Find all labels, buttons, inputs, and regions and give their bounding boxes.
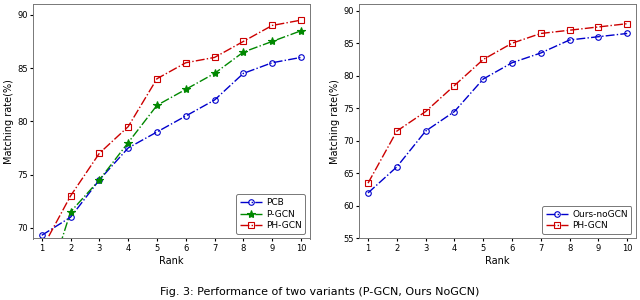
P-GCN [268, 40, 276, 43]
P-GCN [124, 141, 132, 144]
PH-GCN [566, 28, 573, 32]
Ours-noGCN [537, 51, 545, 55]
PH-GCN [422, 110, 429, 113]
X-axis label: Rank: Rank [159, 256, 184, 266]
Ours-noGCN [566, 38, 573, 42]
PCB [67, 215, 74, 219]
Line: PH-GCN: PH-GCN [39, 17, 304, 252]
Ours-noGCN [364, 191, 372, 195]
Line: P-GCN: P-GCN [38, 27, 305, 300]
PCB [124, 146, 132, 150]
P-GCN [67, 210, 74, 214]
PH-GCN [297, 18, 305, 22]
PCB [239, 72, 247, 75]
Ours-noGCN [508, 61, 516, 64]
PH-GCN [479, 58, 487, 61]
PCB [268, 61, 276, 64]
P-GCN [153, 103, 161, 107]
Ours-noGCN [451, 110, 458, 113]
PH-GCN [537, 32, 545, 35]
PH-GCN [211, 56, 218, 59]
PH-GCN [268, 24, 276, 27]
PH-GCN [451, 84, 458, 87]
PH-GCN [364, 182, 372, 185]
PH-GCN [67, 194, 74, 198]
Y-axis label: Matching rate(%): Matching rate(%) [330, 79, 340, 164]
Legend: Ours-noGCN, PH-GCN: Ours-noGCN, PH-GCN [542, 206, 631, 234]
Text: Fig. 3: Performance of two variants (P-GCN, Ours NoGCN): Fig. 3: Performance of two variants (P-G… [160, 287, 480, 297]
Ours-noGCN [422, 129, 429, 133]
Y-axis label: Matching rate(%): Matching rate(%) [4, 79, 14, 164]
Ours-noGCN [623, 32, 631, 35]
Ours-noGCN [479, 77, 487, 81]
PCB [182, 114, 189, 118]
PH-GCN [239, 40, 247, 43]
PCB [211, 98, 218, 102]
PH-GCN [124, 125, 132, 128]
PH-GCN [508, 41, 516, 45]
P-GCN [239, 50, 247, 54]
X-axis label: Rank: Rank [485, 256, 510, 266]
PCB [297, 56, 305, 59]
P-GCN [211, 72, 218, 75]
Line: Ours-noGCN: Ours-noGCN [365, 31, 630, 196]
PCB [38, 233, 45, 237]
Ours-noGCN [595, 35, 602, 38]
P-GCN [297, 29, 305, 33]
P-GCN [95, 178, 103, 182]
PCB [95, 178, 103, 182]
PH-GCN [595, 25, 602, 29]
Ours-noGCN [393, 165, 401, 169]
Line: PCB: PCB [39, 55, 304, 238]
PH-GCN [623, 22, 631, 26]
P-GCN [182, 88, 189, 91]
PH-GCN [153, 77, 161, 80]
PH-GCN [393, 129, 401, 133]
Legend: PCB, P-GCN, PH-GCN: PCB, P-GCN, PH-GCN [236, 194, 305, 234]
Line: PH-GCN: PH-GCN [365, 21, 630, 186]
PH-GCN [182, 61, 189, 64]
PCB [153, 130, 161, 134]
PH-GCN [95, 152, 103, 155]
PH-GCN [38, 248, 45, 251]
